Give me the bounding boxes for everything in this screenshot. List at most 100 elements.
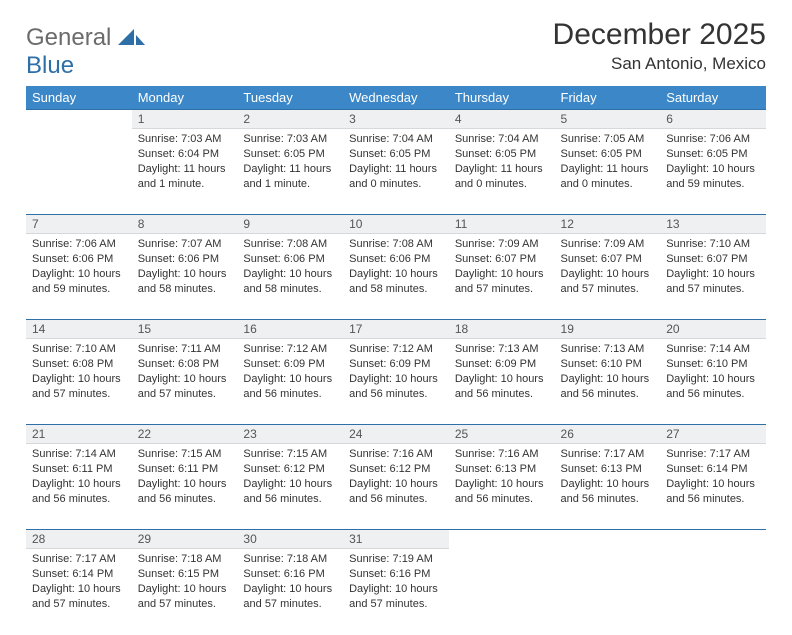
day-cell: Sunrise: 7:12 AMSunset: 6:09 PMDaylight:…	[343, 339, 449, 425]
daylight-text: Daylight: 10 hours	[243, 372, 337, 387]
logo-text-blue: Blue	[26, 52, 74, 79]
daylight-text: Daylight: 10 hours	[32, 477, 126, 492]
day-cell: Sunrise: 7:08 AMSunset: 6:06 PMDaylight:…	[343, 234, 449, 320]
day-cell: Sunrise: 7:18 AMSunset: 6:16 PMDaylight:…	[237, 549, 343, 635]
daynum-row: 14151617181920	[26, 320, 766, 339]
sunrise-text: Sunrise: 7:13 AM	[561, 342, 655, 357]
sunrise-text: Sunrise: 7:09 AM	[455, 237, 549, 252]
weekday-header: Thursday	[449, 86, 555, 110]
data-row: Sunrise: 7:14 AMSunset: 6:11 PMDaylight:…	[26, 444, 766, 530]
sunrise-text: Sunrise: 7:08 AM	[349, 237, 443, 252]
daynum-row: 21222324252627	[26, 425, 766, 444]
daylight-text: and 1 minute.	[138, 177, 232, 192]
sunrise-text: Sunrise: 7:14 AM	[666, 342, 760, 357]
daylight-text: Daylight: 10 hours	[243, 477, 337, 492]
daylight-text: and 56 minutes.	[243, 492, 337, 507]
daylight-text: Daylight: 10 hours	[561, 477, 655, 492]
day-cell: Sunrise: 7:14 AMSunset: 6:10 PMDaylight:…	[660, 339, 766, 425]
daylight-text: Daylight: 10 hours	[32, 582, 126, 597]
daylight-text: Daylight: 10 hours	[138, 372, 232, 387]
sunset-text: Sunset: 6:09 PM	[455, 357, 549, 372]
day-cell	[449, 549, 555, 635]
day-number: 31	[343, 530, 449, 549]
sunrise-text: Sunrise: 7:15 AM	[138, 447, 232, 462]
day-number: 7	[26, 215, 132, 234]
sunset-text: Sunset: 6:06 PM	[32, 252, 126, 267]
sunrise-text: Sunrise: 7:17 AM	[561, 447, 655, 462]
day-number: 30	[237, 530, 343, 549]
daylight-text: Daylight: 10 hours	[138, 477, 232, 492]
sunset-text: Sunset: 6:11 PM	[138, 462, 232, 477]
sunrise-text: Sunrise: 7:12 AM	[243, 342, 337, 357]
sunset-text: Sunset: 6:10 PM	[666, 357, 760, 372]
day-cell: Sunrise: 7:03 AMSunset: 6:04 PMDaylight:…	[132, 129, 238, 215]
sunset-text: Sunset: 6:05 PM	[243, 147, 337, 162]
daylight-text: and 56 minutes.	[455, 492, 549, 507]
sunrise-text: Sunrise: 7:08 AM	[243, 237, 337, 252]
data-row: Sunrise: 7:10 AMSunset: 6:08 PMDaylight:…	[26, 339, 766, 425]
empty-daynum	[660, 530, 766, 549]
daylight-text: Daylight: 10 hours	[666, 477, 760, 492]
weekday-header: Tuesday	[237, 86, 343, 110]
day-number: 20	[660, 320, 766, 339]
daylight-text: Daylight: 10 hours	[349, 477, 443, 492]
weekday-header: Monday	[132, 86, 238, 110]
day-number: 10	[343, 215, 449, 234]
sunset-text: Sunset: 6:16 PM	[349, 567, 443, 582]
sunset-text: Sunset: 6:13 PM	[561, 462, 655, 477]
daylight-text: and 56 minutes.	[243, 387, 337, 402]
daylight-text: and 56 minutes.	[666, 492, 760, 507]
day-cell: Sunrise: 7:06 AMSunset: 6:05 PMDaylight:…	[660, 129, 766, 215]
sunset-text: Sunset: 6:05 PM	[349, 147, 443, 162]
day-number: 16	[237, 320, 343, 339]
sunset-text: Sunset: 6:14 PM	[666, 462, 760, 477]
sunrise-text: Sunrise: 7:05 AM	[561, 132, 655, 147]
sunset-text: Sunset: 6:06 PM	[243, 252, 337, 267]
day-cell: Sunrise: 7:17 AMSunset: 6:13 PMDaylight:…	[555, 444, 661, 530]
daylight-text: and 56 minutes.	[349, 387, 443, 402]
daylight-text: and 56 minutes.	[138, 492, 232, 507]
data-row: Sunrise: 7:06 AMSunset: 6:06 PMDaylight:…	[26, 234, 766, 320]
data-row: Sunrise: 7:03 AMSunset: 6:04 PMDaylight:…	[26, 129, 766, 215]
daylight-text: and 56 minutes.	[32, 492, 126, 507]
daylight-text: and 57 minutes.	[243, 597, 337, 612]
daynum-row: 28293031	[26, 530, 766, 549]
sunrise-text: Sunrise: 7:06 AM	[32, 237, 126, 252]
sunset-text: Sunset: 6:13 PM	[455, 462, 549, 477]
day-number: 22	[132, 425, 238, 444]
daylight-text: Daylight: 10 hours	[666, 372, 760, 387]
daylight-text: Daylight: 10 hours	[32, 267, 126, 282]
day-number: 8	[132, 215, 238, 234]
sunset-text: Sunset: 6:05 PM	[455, 147, 549, 162]
sunset-text: Sunset: 6:09 PM	[349, 357, 443, 372]
empty-daynum	[555, 530, 661, 549]
daylight-text: and 59 minutes.	[32, 282, 126, 297]
sunrise-text: Sunrise: 7:04 AM	[455, 132, 549, 147]
sunrise-text: Sunrise: 7:19 AM	[349, 552, 443, 567]
day-cell: Sunrise: 7:19 AMSunset: 6:16 PMDaylight:…	[343, 549, 449, 635]
sunrise-text: Sunrise: 7:17 AM	[32, 552, 126, 567]
daylight-text: and 59 minutes.	[666, 177, 760, 192]
daylight-text: Daylight: 10 hours	[243, 582, 337, 597]
day-number: 26	[555, 425, 661, 444]
header: General Blue December 2025 San Antonio, …	[26, 18, 766, 80]
sunset-text: Sunset: 6:10 PM	[561, 357, 655, 372]
day-cell: Sunrise: 7:07 AMSunset: 6:06 PMDaylight:…	[132, 234, 238, 320]
logo-text-general: General	[26, 24, 111, 51]
day-number: 28	[26, 530, 132, 549]
daylight-text: Daylight: 10 hours	[666, 267, 760, 282]
day-number: 11	[449, 215, 555, 234]
daylight-text: Daylight: 10 hours	[561, 372, 655, 387]
calendar-table: SundayMondayTuesdayWednesdayThursdayFrid…	[26, 86, 766, 635]
daylight-text: and 57 minutes.	[666, 282, 760, 297]
daylight-text: and 57 minutes.	[455, 282, 549, 297]
sunrise-text: Sunrise: 7:03 AM	[243, 132, 337, 147]
sunrise-text: Sunrise: 7:12 AM	[349, 342, 443, 357]
day-cell	[26, 129, 132, 215]
sunrise-text: Sunrise: 7:18 AM	[243, 552, 337, 567]
day-cell	[555, 549, 661, 635]
daylight-text: Daylight: 10 hours	[349, 372, 443, 387]
day-cell: Sunrise: 7:16 AMSunset: 6:12 PMDaylight:…	[343, 444, 449, 530]
logo-sail-icon	[118, 26, 146, 46]
daylight-text: and 58 minutes.	[243, 282, 337, 297]
